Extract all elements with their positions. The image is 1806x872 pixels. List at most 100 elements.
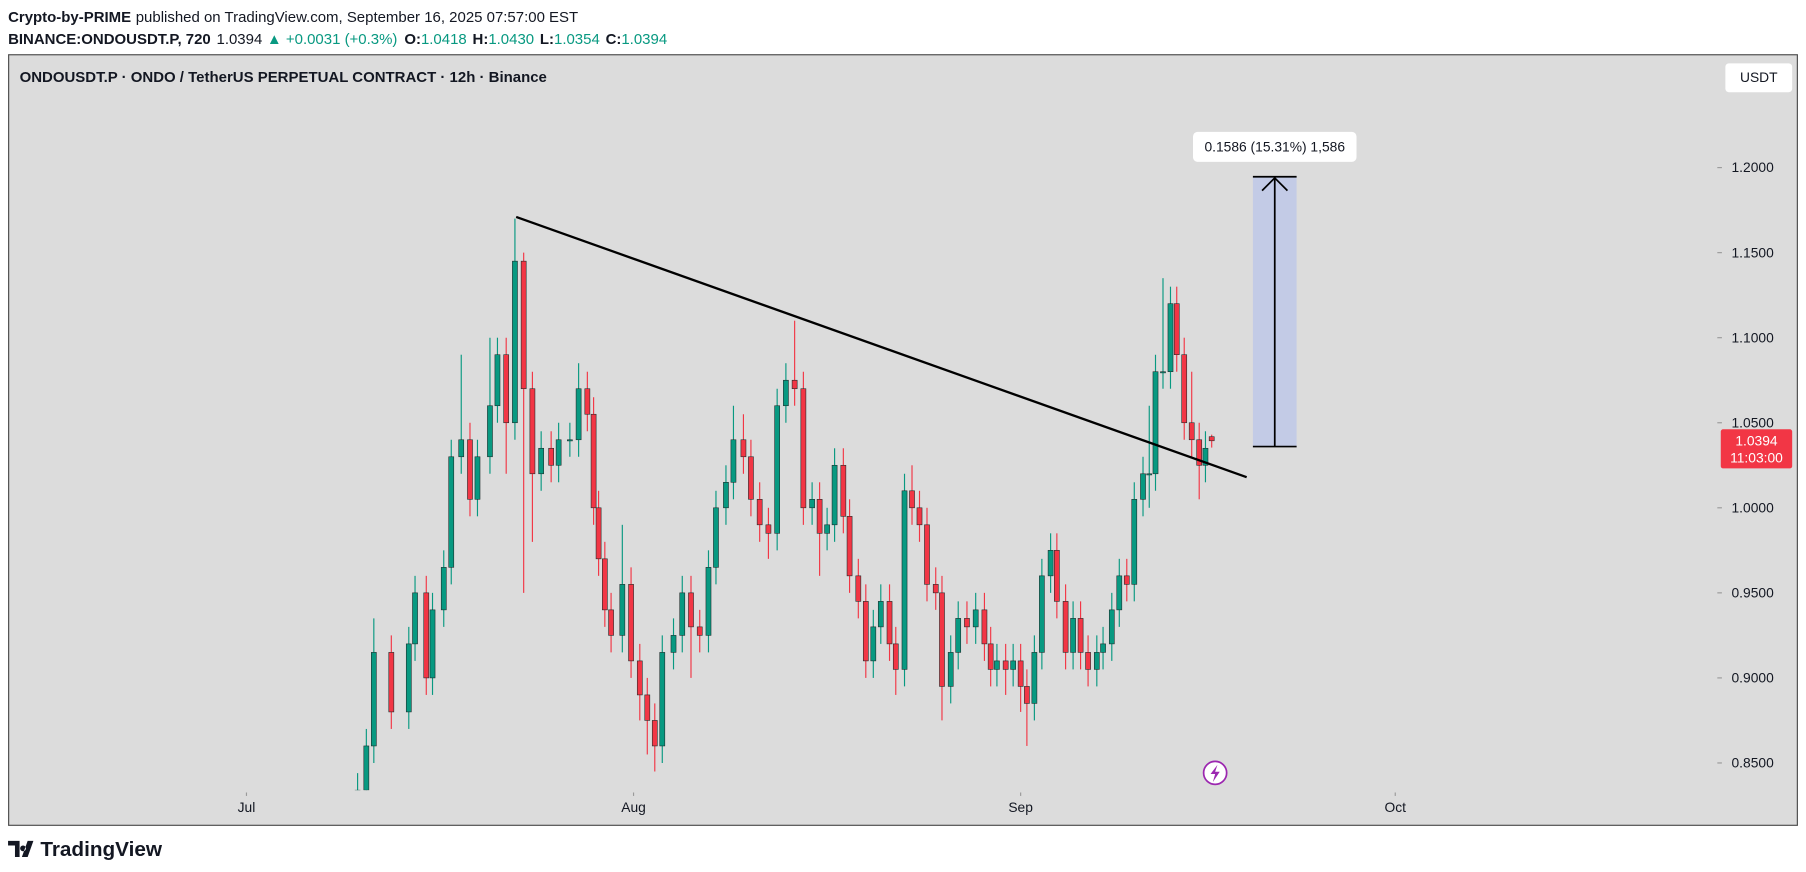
candle-body xyxy=(765,524,772,534)
candle-body xyxy=(862,601,869,662)
candle-body xyxy=(619,584,626,636)
candle-body xyxy=(575,388,582,441)
candle-body xyxy=(987,643,994,670)
candle-body xyxy=(1002,660,1009,670)
candle-body xyxy=(458,439,465,458)
y-tick-label: 0.9000 xyxy=(1732,670,1775,686)
candle-body xyxy=(994,660,1000,670)
last: 1.0394 xyxy=(217,31,263,48)
candle-body xyxy=(1047,550,1054,577)
logo xyxy=(8,840,34,857)
chart-frame xyxy=(8,54,1798,826)
candle-body xyxy=(1208,436,1215,442)
candle-body xyxy=(1039,575,1045,653)
candle-body xyxy=(371,652,377,747)
candle-body xyxy=(1054,550,1060,602)
measure-label: 0.1586 (15.31%) 1,586 xyxy=(1204,138,1345,154)
candle-body xyxy=(1077,618,1084,653)
candle-body xyxy=(1093,652,1100,670)
y-tick-label: 0.9500 xyxy=(1732,584,1775,600)
candle-body xyxy=(924,524,930,585)
y-tick-label: 1.0500 xyxy=(1732,414,1775,430)
currency[interactable]: USDT xyxy=(1740,69,1778,85)
ohlc-value: 1.0418 xyxy=(421,31,467,48)
candle-body xyxy=(494,354,501,407)
candle-body xyxy=(740,439,747,458)
candle-body xyxy=(512,260,518,424)
candle-body xyxy=(1152,371,1159,475)
candle-body xyxy=(1017,660,1024,687)
y-tick-label: 1.0000 xyxy=(1732,499,1775,515)
candle-body xyxy=(1181,354,1188,424)
candle-body xyxy=(659,652,666,747)
candle-body xyxy=(855,575,862,602)
candle-body xyxy=(448,456,455,568)
candle-body xyxy=(939,592,945,687)
price-tag-label: 1.0394 xyxy=(1735,432,1778,448)
candle-body xyxy=(412,592,418,645)
candle-body xyxy=(840,464,847,517)
candle-body xyxy=(405,643,412,713)
candle-body xyxy=(1202,447,1209,466)
candle-body xyxy=(1123,575,1130,585)
candle-body xyxy=(429,609,436,679)
candle-body xyxy=(783,379,789,407)
currency-button[interactable] xyxy=(1725,63,1793,93)
y-tick-label: 1.2000 xyxy=(1732,159,1775,175)
candle-body xyxy=(529,388,536,475)
overlay: 0.1586 (15.31%) 1,586 1.0394 11:03:00 xyxy=(1192,131,1793,469)
candle-body xyxy=(1062,601,1069,653)
candle-body xyxy=(1160,371,1166,374)
chart-title: ONDOUSDT.P · ONDO / TetherUS PERPETUAL C… xyxy=(20,69,547,86)
candle-body xyxy=(981,609,988,645)
candle-body xyxy=(1146,473,1153,476)
x-tick-label: Jul xyxy=(238,799,256,815)
candle-body xyxy=(679,592,686,636)
candle-body xyxy=(474,456,481,500)
x-tick-label: Oct xyxy=(1384,799,1406,815)
candle-body xyxy=(809,499,815,509)
candle-body xyxy=(548,447,554,466)
candle-body xyxy=(670,635,677,653)
candle-body xyxy=(870,626,877,662)
candle-body xyxy=(503,354,510,424)
candle-body xyxy=(886,601,893,645)
brand: TradingView xyxy=(40,838,163,861)
candle-body xyxy=(816,499,823,534)
candle-body xyxy=(846,516,853,577)
candle-body xyxy=(467,439,473,500)
candle-body xyxy=(1085,652,1091,670)
candle-body xyxy=(932,584,939,594)
candle-body xyxy=(1140,473,1146,500)
candle-body xyxy=(1196,439,1203,466)
candle-body xyxy=(555,439,562,466)
candle-body xyxy=(705,567,712,636)
candle-body xyxy=(567,439,573,442)
candle-body xyxy=(608,609,614,636)
plot xyxy=(354,175,1297,791)
candle-body xyxy=(1010,660,1016,670)
candle-body xyxy=(1116,575,1123,611)
candle-body xyxy=(947,652,954,687)
candle-body xyxy=(824,524,830,534)
candle-body xyxy=(1188,422,1195,441)
symbol: BINANCE:ONDOUSDT.P, 720 xyxy=(8,31,211,48)
ohlc-label: L: xyxy=(540,31,554,48)
candle-body xyxy=(748,456,754,500)
candle-body xyxy=(1031,652,1038,704)
candle-body xyxy=(520,260,527,390)
ohlc-label: H: xyxy=(473,31,489,48)
candle-body xyxy=(972,609,979,628)
candle-body xyxy=(363,745,370,791)
candle-body xyxy=(595,507,602,560)
ohlc-value: 1.0354 xyxy=(554,31,600,48)
candle-body xyxy=(916,507,923,526)
event-bolt xyxy=(1210,764,1220,783)
trendline xyxy=(515,215,1248,479)
candle-body xyxy=(538,447,544,475)
candle-body xyxy=(831,464,838,526)
y-tick-label: 0.8500 xyxy=(1732,755,1775,771)
author: Crypto-by-PRIME xyxy=(8,9,131,26)
